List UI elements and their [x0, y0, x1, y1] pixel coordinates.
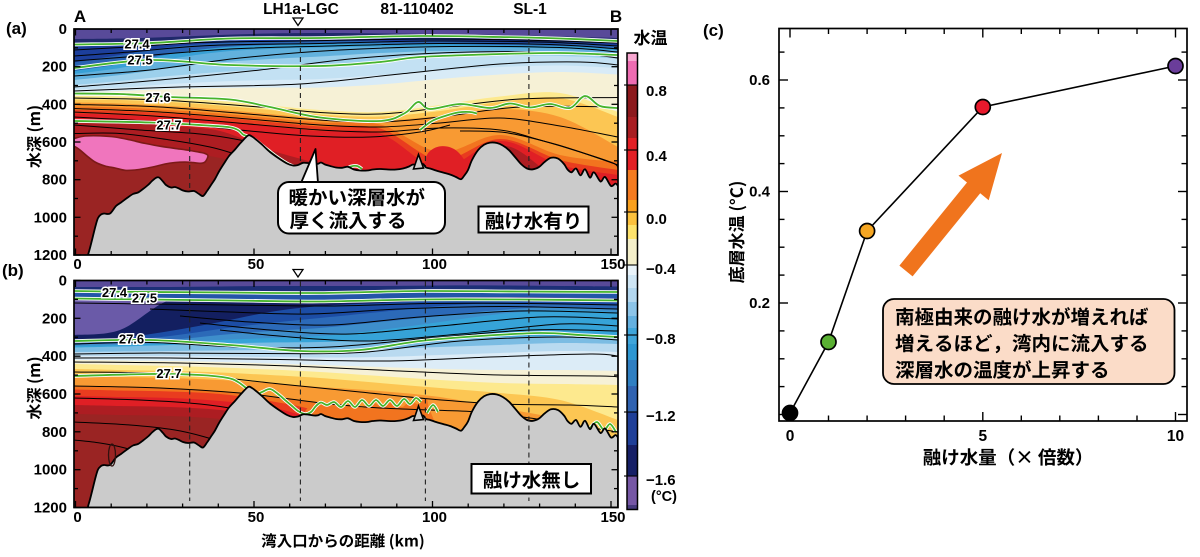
- svg-text:1000: 1000: [34, 209, 67, 226]
- svg-text:LH1a-LGC: LH1a-LGC: [263, 1, 339, 18]
- svg-text:0: 0: [59, 273, 67, 290]
- svg-text:(a): (a): [6, 19, 27, 38]
- svg-text:0.2: 0.2: [749, 295, 770, 312]
- svg-text:100: 100: [422, 509, 447, 526]
- svg-text:0.6: 0.6: [749, 72, 770, 89]
- svg-text:A: A: [74, 7, 86, 26]
- svg-text:600: 600: [42, 386, 67, 403]
- svg-text:100: 100: [422, 256, 447, 273]
- svg-text:10: 10: [1167, 428, 1184, 445]
- svg-text:200: 200: [42, 59, 67, 76]
- svg-text:27.5: 27.5: [127, 53, 152, 68]
- svg-text:200: 200: [42, 310, 67, 327]
- svg-text:27.4: 27.4: [102, 285, 128, 300]
- svg-text:27.6: 27.6: [119, 332, 144, 347]
- svg-text:27.4: 27.4: [124, 37, 150, 52]
- svg-text:−1.2: −1.2: [646, 408, 676, 425]
- svg-text:0.0: 0.0: [646, 211, 667, 228]
- svg-text:0: 0: [73, 256, 81, 273]
- svg-text:(b): (b): [2, 261, 24, 280]
- svg-text:1200: 1200: [34, 500, 67, 517]
- svg-text:27.5: 27.5: [132, 291, 157, 306]
- svg-text:0.4: 0.4: [646, 148, 668, 165]
- svg-text:B: B: [610, 7, 622, 26]
- svg-text:0: 0: [73, 509, 81, 526]
- svg-text:0: 0: [786, 428, 795, 445]
- svg-text:800: 800: [42, 424, 67, 441]
- svg-text:50: 50: [248, 509, 265, 526]
- svg-text:27.7: 27.7: [156, 118, 181, 133]
- svg-text:(c): (c): [703, 21, 724, 40]
- svg-text:0.4: 0.4: [749, 184, 771, 201]
- svg-text:−0.4: −0.4: [646, 261, 676, 278]
- svg-text:50: 50: [248, 256, 265, 273]
- svg-text:SL-1: SL-1: [513, 1, 547, 18]
- svg-text:81-110402: 81-110402: [380, 1, 453, 18]
- svg-text:150: 150: [600, 509, 625, 526]
- svg-text:27.6: 27.6: [145, 90, 170, 105]
- svg-text:150: 150: [600, 256, 625, 273]
- svg-text:1000: 1000: [34, 462, 67, 479]
- svg-text:0.8: 0.8: [646, 83, 667, 100]
- svg-text:400: 400: [42, 96, 67, 113]
- svg-text:5: 5: [978, 428, 987, 445]
- svg-text:−1.6: −1.6: [646, 472, 676, 489]
- svg-text:600: 600: [42, 134, 67, 151]
- svg-text:27.7: 27.7: [156, 366, 181, 381]
- svg-text:1200: 1200: [34, 247, 67, 264]
- svg-text:0: 0: [59, 21, 67, 38]
- svg-text:−0.8: −0.8: [646, 331, 676, 348]
- svg-text:(°C): (°C): [651, 489, 677, 505]
- svg-text:800: 800: [42, 172, 67, 189]
- svg-text:400: 400: [42, 348, 67, 365]
